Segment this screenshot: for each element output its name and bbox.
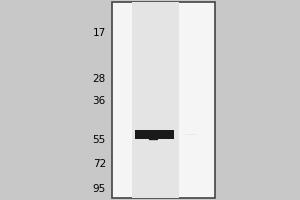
Text: 55: 55 [93,135,106,145]
Bar [112,2,215,198]
Bar [132,2,179,198]
Text: 36: 36 [93,96,106,106]
Text: 17: 17 [93,28,106,38]
Text: 293: 293 [145,0,167,3]
Text: 95: 95 [93,184,106,194]
Text: 28: 28 [93,74,106,84]
Text: 72: 72 [93,159,106,169]
Bar [135,130,173,139]
